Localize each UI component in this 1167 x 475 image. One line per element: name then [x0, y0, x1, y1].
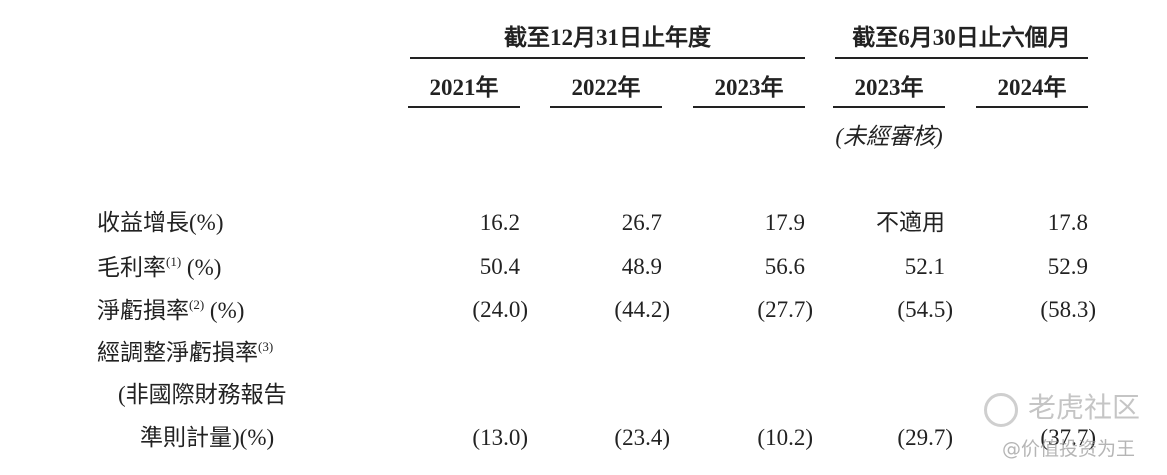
cell-value: 52.1: [904, 254, 945, 279]
cell-value: (44.2): [614, 297, 670, 322]
cell-value: (10.2): [757, 425, 813, 450]
cell-value: 17.8: [1047, 210, 1088, 235]
column-header: 2024年: [997, 75, 1067, 100]
footnote-ref: (3): [258, 339, 274, 354]
footnote-ref: (1): [166, 254, 182, 269]
group-rule: [410, 57, 805, 59]
watermark-handle: @价值投资为王: [1002, 438, 1136, 460]
row-label: 淨虧損率(2) (%): [97, 297, 245, 323]
cell-value: (23.4): [614, 425, 670, 450]
row-unit: (%): [186, 255, 222, 280]
column-rule: [976, 106, 1088, 108]
cell-value: 17.9: [764, 210, 805, 235]
cell-value: 16.2: [479, 210, 520, 235]
group-header: 截至6月30日止六個月: [852, 25, 1071, 50]
cell-value: (29.7): [897, 425, 953, 450]
row-label: 經調整淨虧損率(3): [97, 339, 274, 365]
cell-value: 48.9: [621, 254, 662, 279]
cell-value: 不適用: [876, 210, 945, 235]
cell-value: (58.3): [1040, 297, 1096, 322]
cell-value: (54.5): [897, 297, 953, 322]
cell-value: (24.0): [472, 297, 528, 322]
cell-value: (37.7): [1040, 425, 1096, 450]
cell-value: (27.7): [757, 297, 813, 322]
row-label: 毛利率(1) (%): [97, 254, 222, 280]
cell-value: (13.0): [472, 425, 528, 450]
watermark-logo: 老虎社区: [1028, 391, 1141, 424]
column-header: 2021年: [429, 75, 499, 100]
cell-value: 52.9: [1047, 254, 1088, 279]
column-header: 2023年: [714, 75, 784, 100]
footnote-ref: (2): [189, 297, 205, 312]
column-rule: [408, 106, 520, 108]
column-rule: [833, 106, 945, 108]
audit-note: (未經審核): [835, 124, 943, 149]
row-label: (非國際財務報告: [118, 382, 287, 407]
cell-value: 26.7: [621, 210, 662, 235]
group-rule: [835, 57, 1088, 59]
row-label: 準則計量)(%): [140, 425, 275, 450]
column-rule: [693, 106, 805, 108]
cell-value: 50.4: [479, 254, 520, 279]
watermark-icon: [984, 393, 1018, 427]
column-header: 2023年: [854, 75, 924, 100]
group-header: 截至12月31日止年度: [504, 25, 711, 50]
row-label: 收益增長(%): [97, 210, 224, 235]
column-header: 2022年: [571, 75, 641, 100]
column-rule: [550, 106, 662, 108]
cell-value: 56.6: [764, 254, 805, 279]
row-unit: (%): [209, 298, 245, 323]
